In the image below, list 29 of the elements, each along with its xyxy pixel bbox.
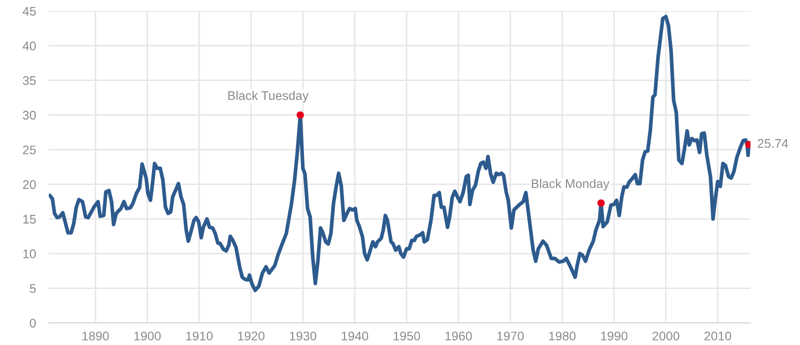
annotation: Black Tuesday	[228, 90, 309, 102]
x-tick-label: 1950	[394, 332, 420, 340]
annotation: 25.74	[758, 139, 788, 148]
y-tick-label: 30	[22, 110, 36, 120]
line-series	[48, 14, 750, 292]
x-tick-label: 1890	[82, 332, 109, 340]
x-tick-label: 1900	[134, 332, 161, 340]
x-tick-label: 1990	[601, 332, 628, 340]
y-tick-label: 10	[23, 249, 36, 258]
point	[597, 199, 605, 207]
y-tick-label: 45	[22, 6, 36, 16]
x-tick-label: 1910	[186, 332, 213, 340]
y-tick-label: 35	[22, 76, 36, 85]
point	[296, 111, 304, 119]
x-tick-label: 1930	[290, 332, 316, 340]
y-tick-label: 5	[30, 284, 36, 293]
y-tick-label: 25	[23, 145, 36, 154]
x-tick-label: 1960	[446, 332, 472, 340]
x-tick-label: 1980	[549, 332, 576, 340]
annotation: Black Monday	[532, 178, 610, 191]
y-tick-label: 15	[23, 214, 36, 224]
x-tick-label: 2010	[704, 332, 732, 340]
x-tick-label: 1940	[342, 332, 368, 340]
x-tick-label: 2000	[652, 332, 680, 340]
y-tick-label: 0	[30, 318, 36, 328]
x-tick-label: 1970	[497, 332, 524, 340]
y-tick-label: 40	[22, 41, 36, 50]
x-tick-label: 1920	[238, 332, 264, 340]
y-tick-label: 20	[23, 180, 36, 189]
